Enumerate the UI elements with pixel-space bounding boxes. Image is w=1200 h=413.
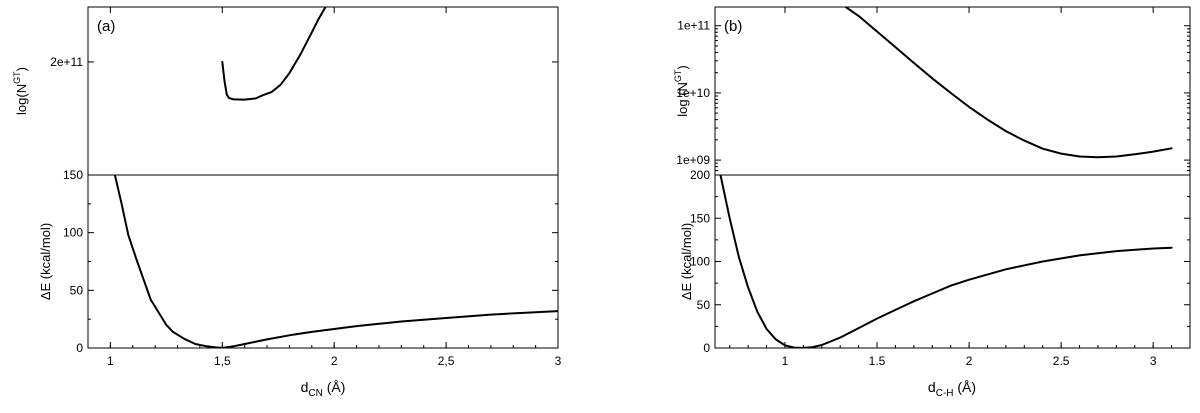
- panel-label: (b): [724, 18, 742, 35]
- y-tick-label: 150: [63, 168, 83, 182]
- y-axis-label-top: log(NGT): [12, 67, 29, 115]
- x-axis-label: dCN (Å): [301, 379, 346, 399]
- x-tick-label: 1,5: [214, 354, 231, 368]
- y-tick-label: 0: [703, 341, 710, 355]
- bottom-series-line: [113, 175, 558, 348]
- y-tick-label: 1e+11: [677, 19, 710, 33]
- x-tick-label: 3: [1150, 354, 1157, 368]
- top-plot-frame: [87, 6, 559, 176]
- y-tick-label: 1e+09: [676, 153, 710, 167]
- x-tick-label: 1: [782, 354, 789, 368]
- y-tick-label: 50: [70, 283, 84, 297]
- panel-a: 1 1,5 2 2,5 3 0 50 100 150 2e+11 (a) log(NGT) ΔE (kc…: [12, 6, 562, 399]
- x-tick-label: 2: [331, 354, 338, 368]
- x-axis-label: dC-H (Å): [928, 379, 976, 399]
- y-tick-label: 50: [697, 298, 711, 312]
- y-axis-label-bottom: ΔE (kcal/mol): [38, 223, 53, 300]
- top-series-line: [844, 7, 1173, 159]
- x-tick-label: 2: [966, 354, 973, 368]
- y-tick-label: 1e+10: [676, 86, 710, 100]
- y-axis-label-bottom: ΔE (kcal/mol): [679, 223, 694, 300]
- x-tick-label: 1: [107, 354, 114, 368]
- y-tick-label: 200: [690, 168, 710, 182]
- bottom-plot-frame: [714, 174, 1191, 349]
- y-tick-label: 0: [76, 341, 83, 355]
- y-tick-label: 2e+11: [50, 55, 83, 69]
- y-tick-label: 100: [63, 226, 83, 240]
- top-plot-frame: [714, 6, 1191, 176]
- x-tick-label: 2,5: [438, 354, 455, 368]
- y-tick-label: 100: [690, 255, 710, 269]
- y-tick-label: 150: [690, 211, 710, 225]
- bottom-plot-frame: [87, 174, 559, 349]
- bottom-series-line: [719, 175, 1173, 348]
- panel-label: (a): [97, 18, 115, 35]
- y-axis-label-top: log (NGT): [673, 65, 690, 117]
- x-tick-label: 1.5: [869, 354, 886, 368]
- x-tick-label: 3: [555, 354, 562, 368]
- x-tick-label: 2.5: [1053, 354, 1070, 368]
- top-series-line: [221, 7, 327, 101]
